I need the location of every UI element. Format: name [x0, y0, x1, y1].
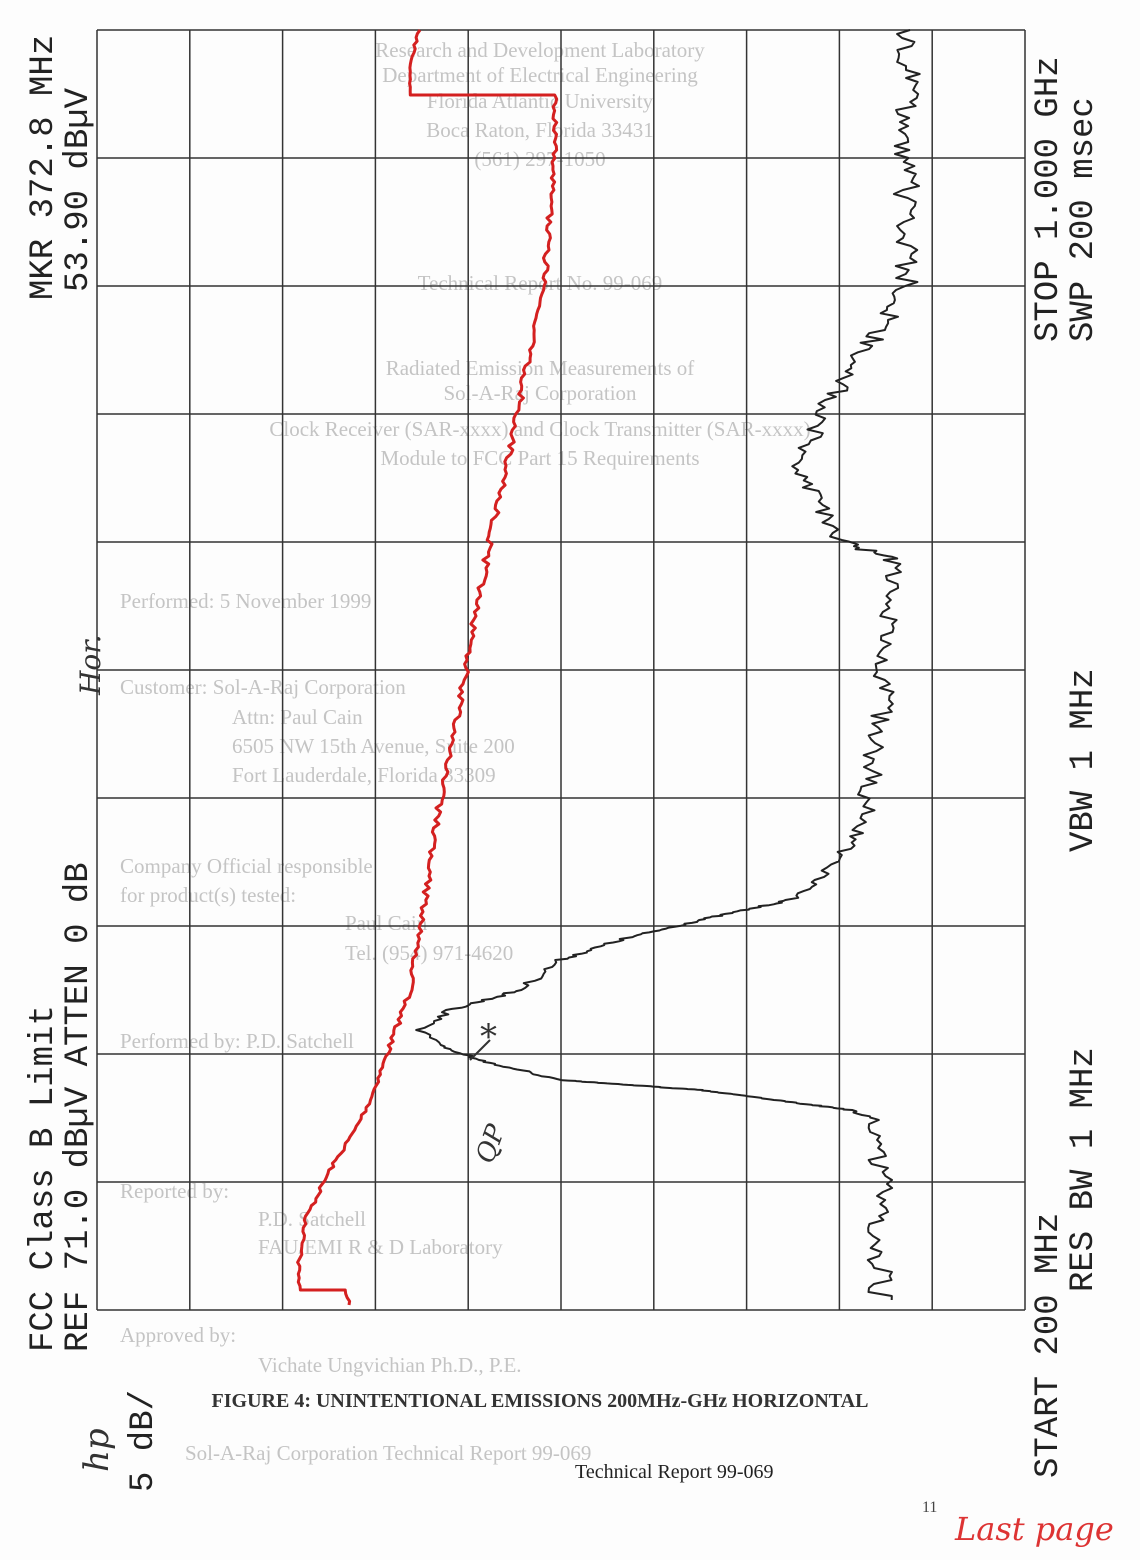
marker-frequency: MKR 372.8 MHz — [25, 35, 63, 300]
bleed-line: Attn: Paul Cain — [232, 705, 363, 729]
bleed-line: Research and Development Laboratory — [375, 38, 705, 62]
bleed-line: Module to FCC Part 15 Requirements — [380, 446, 699, 470]
bleed-line: Sol-A-Raj Corporation Technical Report 9… — [185, 1441, 591, 1465]
bleed-line: Florida Atlantic University — [427, 89, 654, 113]
limit-label: FCC Class B Limit — [25, 1005, 63, 1352]
marker-level: 53.90 dBµV — [60, 87, 98, 292]
bleed-line: Boca Raton, Florida 33431 — [426, 118, 653, 142]
page-number: 11 — [922, 1499, 937, 1516]
brand: hp — [77, 1428, 117, 1472]
handwritten-note: Last page — [954, 1510, 1114, 1548]
bleed-line: Paul Cain — [345, 911, 428, 935]
bleed-line: Performed: 5 November 1999 — [120, 589, 371, 613]
trace — [415, 29, 921, 1301]
trace — [296, 29, 559, 1306]
polarization: Hor. — [74, 635, 107, 696]
bleed-line: 6505 NW 15th Avenue, Suite 200 — [232, 734, 515, 758]
bleed-line: P.D. Satchell — [258, 1207, 366, 1231]
bleed-line: Sol-A-Raj Corporation — [443, 381, 637, 405]
bleed-line: for product(s) tested: — [120, 883, 296, 907]
bleed-line: Reported by: — [120, 1179, 229, 1203]
bleed-through-text: Research and Development LaboratoryDepar… — [120, 38, 811, 1465]
bleed-line: Company Official responsible — [120, 854, 373, 878]
qp-marker: * — [480, 1017, 497, 1057]
scale: 5 dB/ — [125, 1390, 163, 1492]
bleed-line: Approved by: — [120, 1323, 236, 1347]
bleed-line: Clock Receiver (SAR-xxxx) and Clock Tran… — [269, 417, 810, 441]
reference-level: REF 71.0 dBµV ATTEN 0 dB — [60, 862, 98, 1352]
bleed-line: Performed by: P.D. Satchell — [120, 1029, 354, 1053]
figure-caption: FIGURE 4: UNINTENTIONAL EMISSIONS 200MHz… — [212, 1390, 869, 1412]
bleed-line: Department of Electrical Engineering — [382, 63, 698, 87]
bleed-line: Vichate Ungvichian Ph.D., P.E. — [258, 1353, 522, 1377]
bleed-line: FAU/EMI R & D Laboratory — [258, 1235, 503, 1259]
bleed-line: Radiated Emission Measurements of — [386, 356, 695, 380]
start-frequency: START 200 MHz — [1030, 1213, 1068, 1478]
video-bandwidth: VBW 1 MHz — [1065, 668, 1103, 852]
resolution-bandwidth: RES BW 1 MHz — [1065, 1047, 1103, 1292]
traces — [296, 29, 921, 1306]
sweep-time: SWP 200 msec — [1065, 97, 1103, 342]
stop-frequency: STOP 1.000 GHz — [1030, 56, 1068, 342]
bleed-line: Technical Report No. 99-069 — [418, 271, 663, 295]
bleed-line: (561) 297-1050 — [474, 147, 605, 171]
bleed-line: Customer: Sol-A-Raj Corporation — [120, 675, 406, 699]
bleed-line: Tel. (954) 971-4620 — [345, 941, 513, 965]
report-footer: Technical Report 99-069 — [575, 1461, 774, 1483]
qp-arrow — [469, 1039, 491, 1061]
bleed-line: Fort Lauderdale, Florida 33309 — [232, 763, 496, 787]
